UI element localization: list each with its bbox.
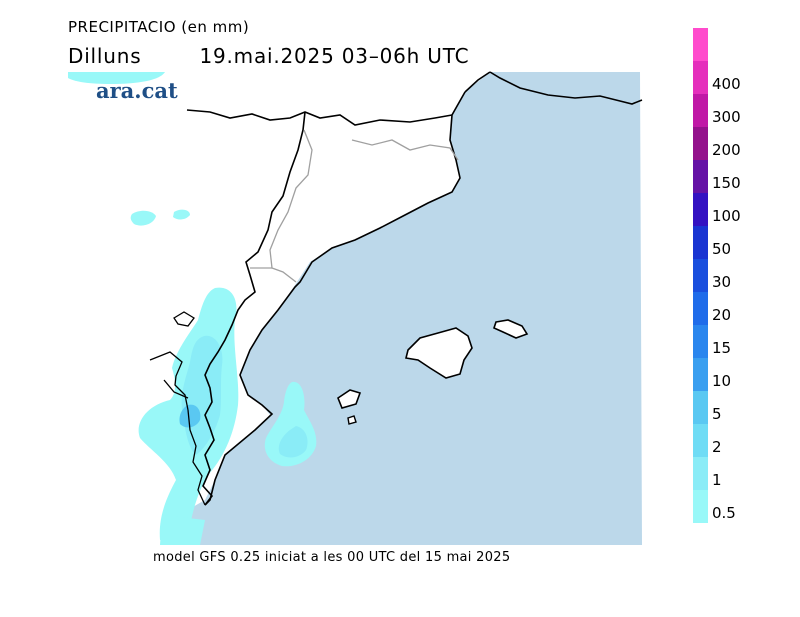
legend-swatch <box>693 457 708 490</box>
legend-label: 50 <box>712 240 732 258</box>
forecast-time: Dilluns 19.mai.2025 03–06h UTC <box>68 44 469 68</box>
legend-label: 200 <box>712 141 741 159</box>
legend-swatch <box>693 391 708 424</box>
legend-swatch <box>693 292 708 325</box>
precip-area-northwest-2 <box>173 209 190 220</box>
variable-title: PRECIPITACIO (en mm) <box>68 18 250 36</box>
border-pyrenees <box>186 109 453 126</box>
legend-swatch <box>693 259 708 292</box>
date-time-label: 19.mai.2025 03–06h UTC <box>199 44 470 68</box>
legend-swatch <box>693 193 708 226</box>
legend-label: 400 <box>712 75 741 93</box>
legend-label: 15 <box>712 339 732 357</box>
legend-label: 300 <box>712 108 741 126</box>
legend-swatch <box>693 226 708 259</box>
legend-swatch <box>693 94 708 127</box>
precip-area-top-left <box>68 72 165 84</box>
border-aragon <box>202 111 306 506</box>
precip-area-northwest-1 <box>130 210 156 226</box>
legend-swatch <box>693 490 708 523</box>
island-formentera <box>347 415 357 425</box>
legend-label: 20 <box>712 306 732 324</box>
precipitation-legend-bar <box>693 28 708 523</box>
legend-swatch <box>693 61 708 94</box>
day-label: Dilluns <box>68 44 142 68</box>
legend-swatch <box>693 28 708 61</box>
legend-label: 10 <box>712 372 732 390</box>
ara-cat-logo[interactable]: ara.cat <box>96 78 178 103</box>
legend-swatch <box>693 358 708 391</box>
coastline <box>204 71 491 506</box>
legend-label: 2 <box>712 438 722 456</box>
island-menorca <box>493 319 529 339</box>
legend-label: 5 <box>712 405 722 423</box>
legend-swatch <box>693 160 708 193</box>
legend-swatch <box>693 127 708 160</box>
precip-area-west-max <box>179 404 201 428</box>
precip-area-offshore-core <box>278 426 308 458</box>
legend-label: 100 <box>712 207 741 225</box>
legend-swatch <box>693 424 708 457</box>
legend-label: 150 <box>712 174 741 192</box>
model-note: model GFS 0.25 iniciat a les 00 UTC del … <box>153 550 511 565</box>
island-ibiza <box>337 389 362 409</box>
legend-swatch <box>693 325 708 358</box>
precipitation-areas <box>68 72 317 545</box>
legend-label: 0.5 <box>712 504 736 522</box>
legend-label: 1 <box>712 471 722 489</box>
legend-label: 30 <box>712 273 732 291</box>
precip-area-south <box>160 515 205 545</box>
internal-borders <box>250 129 459 283</box>
island-mallorca <box>405 327 473 379</box>
french-coast <box>489 71 643 105</box>
interior-borders <box>149 311 206 506</box>
